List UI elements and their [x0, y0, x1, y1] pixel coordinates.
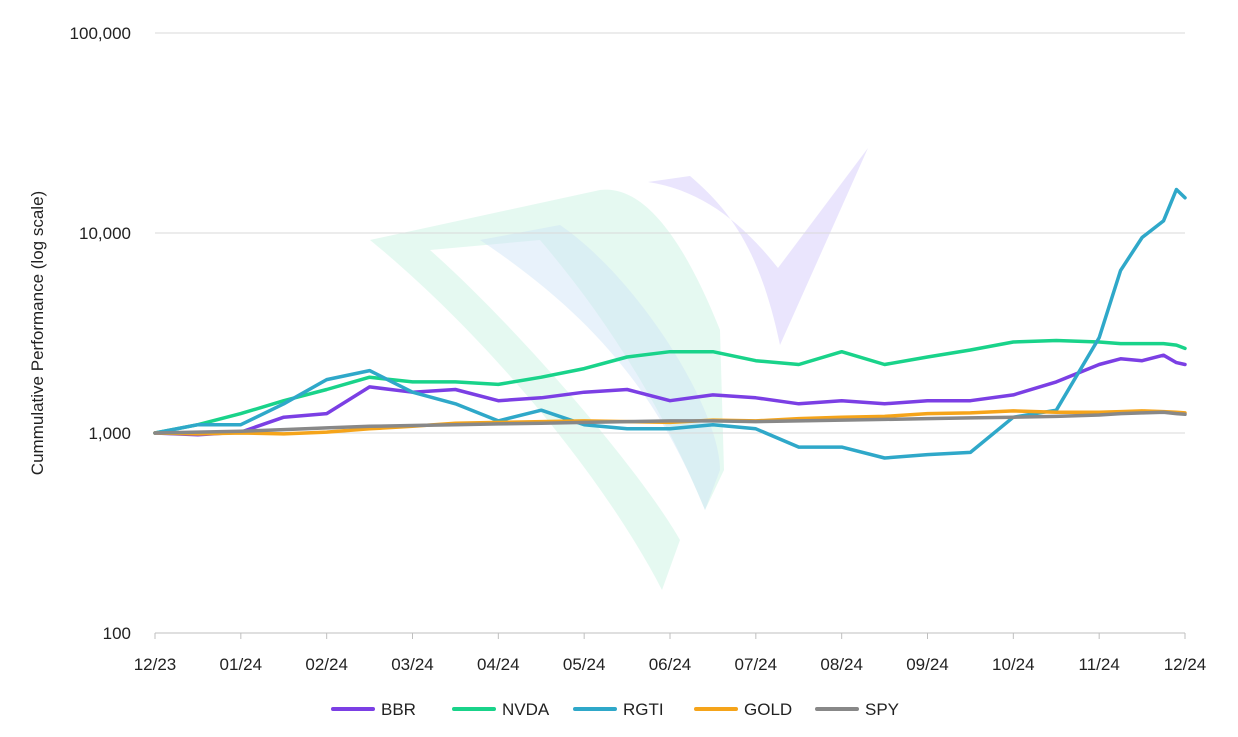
x-axis [154, 632, 1186, 639]
x-tick-label: 05/24 [563, 655, 606, 674]
series-line-bbr [153, 353, 1187, 437]
series-lines [153, 187, 1187, 460]
y-tick-label: 100 [103, 624, 131, 643]
y-tick-label: 10,000 [79, 224, 131, 243]
x-tick-label: 12/23 [134, 655, 177, 674]
y-tick-label: 100,000 [70, 24, 131, 43]
x-tick-label: 01/24 [220, 655, 263, 674]
y-axis-title: Cummulative Performance (log scale) [28, 191, 47, 475]
x-tick-label: 06/24 [649, 655, 692, 674]
legend-label-spy: SPY [865, 700, 899, 719]
watermark-shape-purple [648, 148, 868, 345]
x-tick-label: 11/24 [1079, 655, 1120, 674]
x-tick-label: 02/24 [305, 655, 348, 674]
x-tick-label: 08/24 [820, 655, 863, 674]
legend: BBR NVDA RGTI GOLD SPY [331, 700, 899, 719]
legend-label-gold: GOLD [744, 700, 792, 719]
y-axis-ticks: 100 1,000 10,000 100,000 [70, 24, 131, 643]
legend-label-nvda: NVDA [502, 700, 550, 719]
x-tick-label: 12/24 [1164, 655, 1207, 674]
x-axis-ticks: 12/23 01/24 02/24 03/24 04/24 05/24 06/24 07/24… [134, 655, 1207, 674]
x-tick-label: 10/24 [992, 655, 1035, 674]
x-tick-label: 09/24 [906, 655, 949, 674]
x-tick-label: 07/24 [735, 655, 778, 674]
watermark-shape-blue [480, 225, 720, 510]
series-line-rgti [153, 187, 1187, 460]
y-tick-label: 1,000 [88, 424, 131, 443]
x-tick-label: 03/24 [391, 655, 434, 674]
series-line-nvda [153, 338, 1187, 435]
watermark-shape-green [370, 189, 724, 591]
series-line-spy [153, 410, 1187, 435]
x-tick-label: 04/24 [477, 655, 520, 674]
logo-watermark [370, 148, 868, 591]
legend-label-rgti: RGTI [623, 700, 664, 719]
legend-label-bbr: BBR [381, 700, 416, 719]
